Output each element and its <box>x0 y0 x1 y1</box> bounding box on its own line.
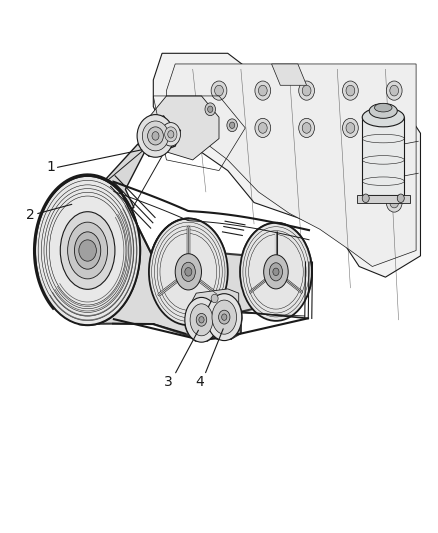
Ellipse shape <box>185 297 218 342</box>
Circle shape <box>255 118 271 138</box>
Circle shape <box>386 193 402 212</box>
Ellipse shape <box>67 222 108 279</box>
Polygon shape <box>357 195 410 203</box>
Circle shape <box>222 314 227 320</box>
Circle shape <box>215 85 223 96</box>
Ellipse shape <box>175 254 201 290</box>
Ellipse shape <box>240 223 312 321</box>
Ellipse shape <box>137 115 174 157</box>
Polygon shape <box>78 193 312 341</box>
Ellipse shape <box>212 300 237 334</box>
Ellipse shape <box>207 294 242 341</box>
Circle shape <box>346 85 355 96</box>
Circle shape <box>397 194 404 203</box>
Ellipse shape <box>181 262 195 281</box>
Ellipse shape <box>165 127 177 142</box>
Circle shape <box>390 160 399 171</box>
Circle shape <box>362 194 369 203</box>
Circle shape <box>219 310 230 324</box>
Ellipse shape <box>190 304 213 336</box>
Polygon shape <box>272 64 307 85</box>
Circle shape <box>386 81 402 100</box>
Circle shape <box>343 118 358 138</box>
Polygon shape <box>166 64 416 266</box>
Polygon shape <box>362 117 404 195</box>
Circle shape <box>390 197 399 208</box>
Circle shape <box>211 81 227 100</box>
Ellipse shape <box>374 103 392 112</box>
Ellipse shape <box>152 132 159 140</box>
Circle shape <box>230 122 235 128</box>
Ellipse shape <box>60 212 115 289</box>
Text: 1: 1 <box>46 159 55 174</box>
Ellipse shape <box>362 108 404 127</box>
Circle shape <box>386 156 402 175</box>
Circle shape <box>390 123 399 133</box>
Circle shape <box>185 268 192 276</box>
Ellipse shape <box>264 255 288 289</box>
Text: 2: 2 <box>26 207 35 222</box>
Circle shape <box>205 103 215 116</box>
Circle shape <box>343 81 358 100</box>
Circle shape <box>302 123 311 133</box>
Ellipse shape <box>74 232 101 269</box>
Circle shape <box>258 85 267 96</box>
Circle shape <box>299 81 314 100</box>
Ellipse shape <box>142 121 169 151</box>
Circle shape <box>199 317 204 323</box>
Circle shape <box>211 294 218 303</box>
Circle shape <box>346 123 355 133</box>
Circle shape <box>227 119 237 132</box>
Circle shape <box>299 118 314 138</box>
Text: 4: 4 <box>196 375 205 389</box>
Circle shape <box>208 106 213 112</box>
Polygon shape <box>149 96 219 160</box>
Text: 3: 3 <box>164 375 173 389</box>
Circle shape <box>255 81 271 100</box>
Polygon shape <box>191 289 239 325</box>
Ellipse shape <box>269 263 283 281</box>
Circle shape <box>258 123 267 133</box>
Circle shape <box>273 268 279 276</box>
Circle shape <box>79 240 96 261</box>
Circle shape <box>302 85 311 96</box>
Ellipse shape <box>149 219 228 325</box>
Circle shape <box>390 85 399 96</box>
Ellipse shape <box>148 127 163 145</box>
Ellipse shape <box>35 176 140 325</box>
Circle shape <box>196 313 207 326</box>
Polygon shape <box>153 53 420 277</box>
Circle shape <box>386 118 402 138</box>
Ellipse shape <box>161 123 180 146</box>
Ellipse shape <box>369 103 397 118</box>
Ellipse shape <box>168 131 174 138</box>
Polygon shape <box>106 116 180 212</box>
